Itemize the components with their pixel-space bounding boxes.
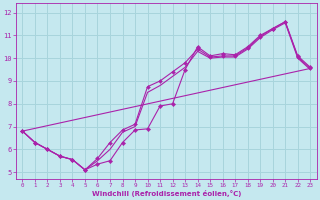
X-axis label: Windchill (Refroidissement éolien,°C): Windchill (Refroidissement éolien,°C) bbox=[92, 190, 241, 197]
